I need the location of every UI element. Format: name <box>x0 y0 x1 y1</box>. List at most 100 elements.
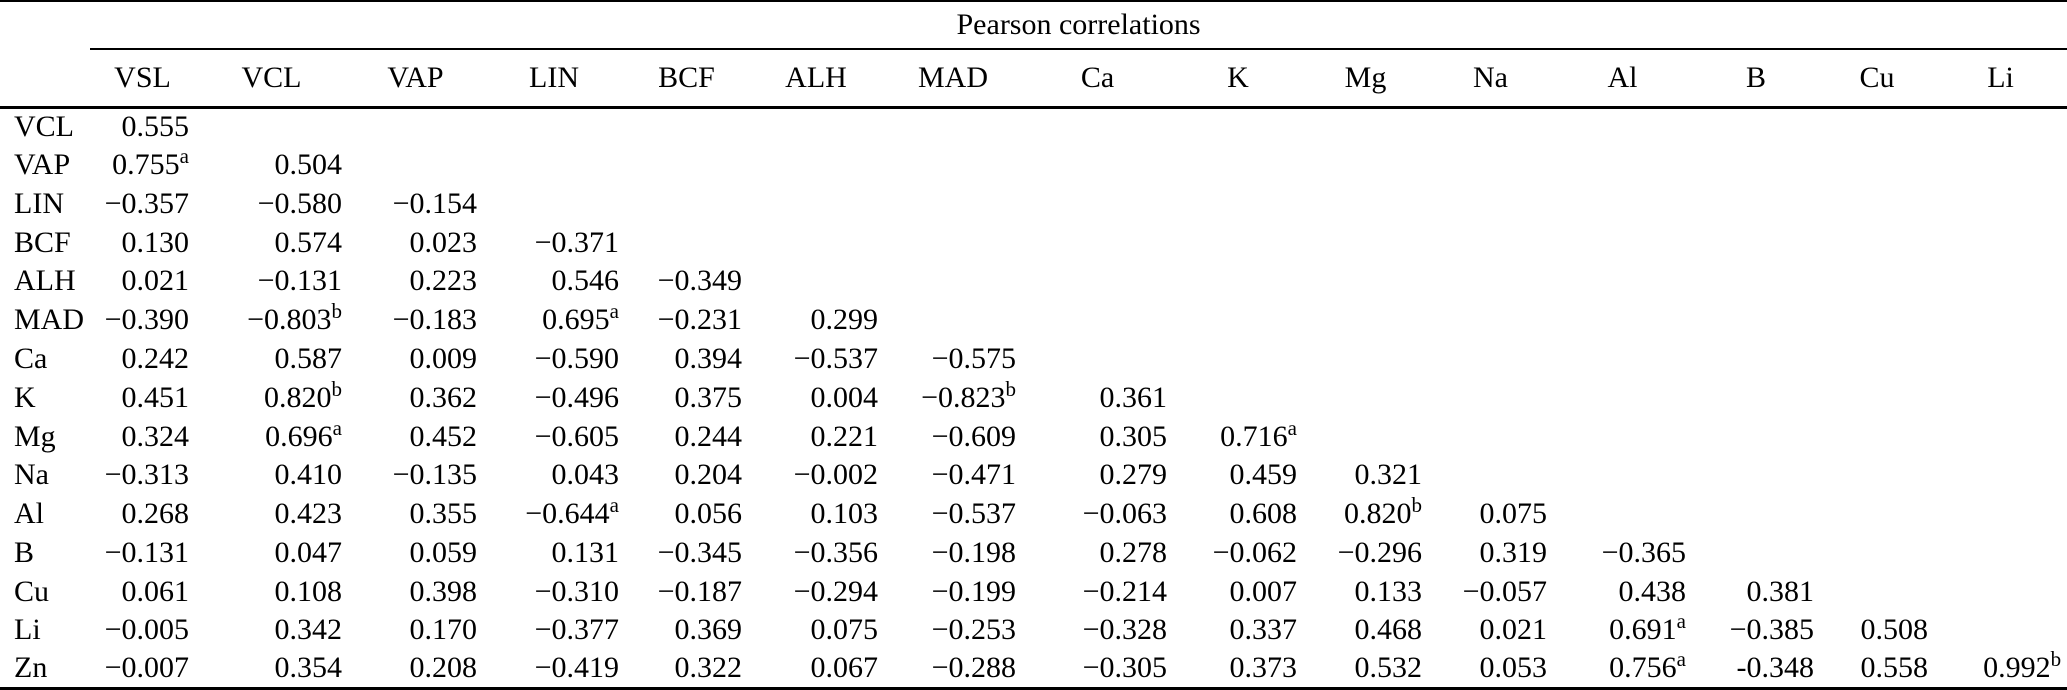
correlation-cell: 0.546 <box>551 264 620 298</box>
correlation-cell: −0.575 <box>931 341 1016 375</box>
correlation-cell: 0.716a <box>1220 415 1297 453</box>
table-row: Al 0.268 0.423 0.355 −0.644a 0.056 0.103 −0.537… <box>0 495 2067 534</box>
significance-superscript: a <box>1287 415 1297 440</box>
correlation-cell: −0.214 <box>1082 574 1167 608</box>
correlation-cell: 0.130 <box>121 225 190 259</box>
correlation-cell <box>1553 146 1692 185</box>
correlation-cell <box>1934 340 2067 379</box>
table-row: ALH 0.021 −0.131 0.223 0.546 −0.349 <box>0 262 2067 301</box>
column-header-lin: LIN <box>483 49 625 109</box>
correlation-cell <box>884 146 1022 185</box>
correlation-cell <box>884 262 1022 301</box>
correlation-cell: 0.696a <box>265 415 342 453</box>
correlation-cell: 0.410 <box>274 458 343 492</box>
row-label-cu: Cu <box>14 574 50 608</box>
correlation-cell: −0.135 <box>392 458 477 492</box>
correlation-cell <box>1022 107 1173 146</box>
correlation-cell: 0.355 <box>409 497 478 531</box>
correlation-cell: −0.390 <box>104 303 189 337</box>
correlation-cell: 0.337 <box>1229 613 1298 647</box>
correlation-cell <box>1692 417 1820 456</box>
row-label-vap: VAP <box>14 148 71 182</box>
correlation-cell: −0.609 <box>931 419 1016 453</box>
correlation-cell: 0.375 <box>674 380 743 414</box>
correlation-cell: 0.558 <box>1860 651 1929 685</box>
correlation-cell <box>1553 301 1692 340</box>
correlation-cell <box>1022 146 1173 185</box>
correlation-cell <box>1428 456 1553 495</box>
correlation-cell <box>884 301 1022 340</box>
significance-superscript: a <box>1676 647 1686 672</box>
correlation-cell: 0.319 <box>1479 535 1548 569</box>
row-label-li: Li <box>14 613 41 647</box>
correlation-cell: 0.468 <box>1354 613 1423 647</box>
significance-superscript: a <box>609 299 619 324</box>
column-header-vap: VAP <box>348 49 483 109</box>
correlation-cell <box>1820 495 1934 534</box>
correlation-cell: 0.103 <box>810 497 879 531</box>
row-label-lin: LIN <box>14 186 64 220</box>
correlation-cell: 0.131 <box>551 535 620 569</box>
correlation-cell <box>1820 533 1934 572</box>
correlation-cell <box>1428 223 1553 262</box>
table-row: Na −0.313 0.410 −0.135 0.043 0.204 −0.002 −0.47… <box>0 456 2067 495</box>
correlation-cell: −0.131 <box>104 535 189 569</box>
correlation-cell: 0.555 <box>121 110 190 144</box>
correlation-cell <box>1820 340 1934 379</box>
correlation-cell <box>1022 262 1173 301</box>
correlation-cell: −0.496 <box>534 380 619 414</box>
correlation-cell <box>1428 378 1553 417</box>
correlation-cell <box>1553 417 1692 456</box>
correlation-cell: 0.342 <box>274 613 343 647</box>
correlation-cell <box>1553 456 1692 495</box>
correlation-cell: 0.268 <box>121 497 190 531</box>
correlation-cell <box>1820 572 1934 611</box>
significance-superscript: a <box>609 493 619 518</box>
correlation-cell <box>1934 533 2067 572</box>
column-header-al: Al <box>1553 49 1692 109</box>
correlation-cell: 0.204 <box>674 458 743 492</box>
significance-superscript: a <box>179 144 189 169</box>
correlation-cell: 0.394 <box>674 341 743 375</box>
correlation-cell: 0.398 <box>409 574 478 608</box>
correlation-cell: 0.362 <box>409 380 478 414</box>
correlation-cell <box>1022 185 1173 224</box>
correlation-cell <box>1553 340 1692 379</box>
correlation-cell: −0.154 <box>392 186 477 220</box>
table-row: BCF 0.130 0.574 0.023 −0.371 <box>0 223 2067 262</box>
column-header-na: Na <box>1428 49 1553 109</box>
correlation-cell <box>348 107 483 146</box>
correlation-cell <box>1692 185 1820 224</box>
correlation-cell: 0.244 <box>674 419 743 453</box>
correlation-cell: 0.009 <box>409 341 478 375</box>
correlation-cell <box>1934 456 2067 495</box>
table-row: MAD −0.390 −0.803b −0.183 0.695a −0.231 0.299 <box>0 301 2067 340</box>
correlation-cell <box>1692 378 1820 417</box>
correlation-cell <box>1553 378 1692 417</box>
group-header-row: Pearson correlations <box>0 1 2067 50</box>
row-label-ca: Ca <box>14 341 48 375</box>
correlation-cell: 0.075 <box>810 613 879 647</box>
correlation-cell: 0.007 <box>1229 574 1298 608</box>
correlation-cell <box>1303 340 1428 379</box>
correlation-cell <box>625 185 748 224</box>
correlation-cell: 0.208 <box>409 651 478 685</box>
correlation-cell <box>1692 107 1820 146</box>
correlation-cell <box>1022 223 1173 262</box>
correlation-cell: −0.356 <box>793 535 878 569</box>
correlation-cell: 0.532 <box>1354 651 1423 685</box>
correlation-cell <box>748 185 884 224</box>
table-row: Cu 0.061 0.108 0.398 −0.310 −0.187 −0.294 −0.19… <box>0 572 2067 611</box>
correlation-cell: −0.310 <box>534 574 619 608</box>
column-header-li: Li <box>1934 49 2067 109</box>
table-row: LIN −0.357 −0.580 −0.154 <box>0 185 2067 224</box>
correlation-cell <box>1934 107 2067 146</box>
correlation-cell: −0.590 <box>534 341 619 375</box>
correlation-cell <box>1820 301 1934 340</box>
table-row: K 0.451 0.820b 0.362 −0.496 0.375 0.004 −0.823b… <box>0 378 2067 417</box>
correlation-cell: 0.056 <box>674 497 743 531</box>
correlation-cell: −0.063 <box>1082 497 1167 531</box>
correlation-cell: 0.221 <box>810 419 879 453</box>
correlation-cell: −0.057 <box>1462 574 1547 608</box>
